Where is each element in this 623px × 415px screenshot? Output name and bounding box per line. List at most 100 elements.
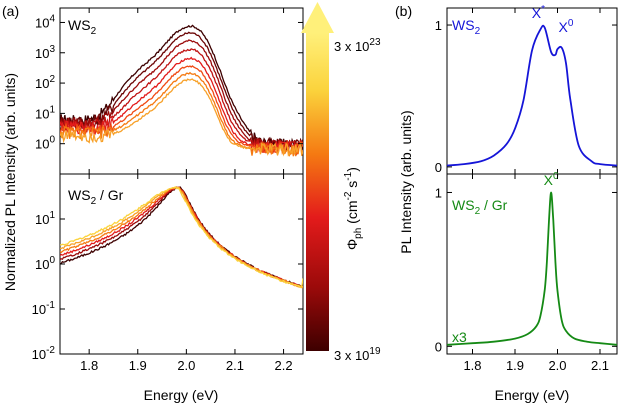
- colorbar-top-label: 3 x 1023: [334, 37, 381, 54]
- panel-a-label: (a): [2, 3, 19, 19]
- title-a-bottom-sub: 2: [91, 196, 97, 207]
- x-tick-label-b-bottom: 2.0: [548, 358, 566, 373]
- panel-b-label: (b): [395, 3, 412, 19]
- colorbar-unit-s: s: [344, 181, 360, 192]
- annotation-sup: *: [541, 4, 545, 15]
- y-tick-label-a-top-base: 10: [35, 137, 49, 152]
- series-line-b-bottom: [447, 191, 617, 346]
- frame-b-bottom: [446, 173, 618, 355]
- y-tick-label-a-top: 100: [35, 135, 55, 152]
- series-line-a-top-P8: [60, 78, 303, 157]
- x-tick-label-b-bottom: 1.8: [463, 358, 481, 373]
- plot-b-bottom: [447, 191, 617, 346]
- colorbar-top-exp: 23: [369, 37, 381, 48]
- title-a-top: WS2: [68, 17, 97, 37]
- x-tick-label-b-bottom: 1.9: [506, 358, 524, 373]
- y-tick-label-a-bottom: 100: [35, 255, 55, 272]
- x-tick-label-b-bottom: 2.1: [591, 358, 609, 373]
- annotation-b-top: X0: [559, 18, 574, 35]
- series-line-a-top-P2: [60, 31, 303, 151]
- y-tick-label-a-top-base: 10: [35, 106, 49, 121]
- y-tick-label-a-top-exp: 3: [49, 44, 55, 55]
- y-axis-label-b: PL Intensity (arb. units): [398, 110, 414, 253]
- y-tick-label-a-top-base: 10: [35, 15, 49, 30]
- title-b-bottom: WS2 / Gr: [452, 197, 508, 217]
- y-tick-label-a-top-exp: 0: [49, 135, 55, 146]
- plot-b-top: [447, 24, 617, 167]
- y-tick-label-a-top-base: 10: [35, 76, 49, 91]
- y-tick-label-b-top: 1: [435, 18, 442, 33]
- y-tick-label-b-bottom: 1: [435, 185, 442, 200]
- title-a-bottom: WS2 / Gr: [68, 187, 124, 207]
- y-tick-label-a-bottom-base: 10: [35, 257, 49, 272]
- series-line-b-top: [447, 24, 617, 167]
- annotation-base: X: [544, 172, 554, 188]
- colorbar: [306, 33, 329, 351]
- colorbar-unit-close: ): [344, 167, 360, 172]
- title-a-bottom-rest: / Gr: [96, 187, 124, 203]
- colorbar-arrow: [301, 2, 334, 33]
- y-tick-label-a-top: 102: [35, 74, 55, 91]
- y-tick-label-a-bottom-base: 10: [32, 347, 46, 362]
- title-a-bottom-main: WS: [68, 187, 91, 203]
- y-tick-label-a-bottom-exp: 0: [49, 255, 55, 266]
- x-tick-label-a-bottom: 2.1: [226, 358, 244, 373]
- x-tick-label-a-bottom: 1.8: [80, 358, 98, 373]
- y-tick-label-a-top-exp: 1: [49, 104, 55, 115]
- y-tick-label-a-bottom: 10-2: [32, 345, 56, 362]
- y-tick-label-b-top: 0: [435, 160, 442, 175]
- colorbar-unit-s-exp: -1: [343, 171, 354, 180]
- annotation-sup: 0: [553, 171, 559, 182]
- y-tick-label-a-top: 101: [35, 104, 55, 121]
- y-tick-label-a-bottom-exp: -1: [46, 300, 55, 311]
- plot-a-top: [60, 24, 303, 157]
- title-b-bottom-main: WS: [452, 197, 475, 213]
- title-b-bottom-rest: / Gr: [480, 197, 508, 213]
- x-axis-label-a: Energy (eV): [144, 387, 219, 403]
- y-tick-label-a-bottom-exp: 1: [49, 210, 55, 221]
- annotation-sup: 0: [568, 18, 574, 29]
- colorbar-unit-exp: -2: [343, 191, 354, 200]
- x-tick-label-a-bottom: 2.2: [275, 358, 293, 373]
- plot-a-bottom: [60, 186, 303, 289]
- y-tick-label-a-bottom-base: 10: [32, 302, 46, 317]
- colorbar-top-mant: 3 x 10: [334, 39, 369, 54]
- colorbar-phi-sub: ph: [353, 228, 364, 239]
- title-a-top-main: WS: [68, 17, 91, 33]
- y-tick-label-a-bottom-base: 10: [35, 212, 49, 227]
- y-tick-label-a-top-base: 10: [35, 46, 49, 61]
- series-line-a-top-P7: [60, 71, 303, 157]
- y-tick-label-a-bottom: 10-1: [32, 300, 56, 317]
- title-a-top-sub: 2: [91, 26, 97, 37]
- title-b-bottom-sub: 2: [475, 206, 481, 217]
- multiplier-label: x3: [452, 329, 467, 345]
- x-tick-label-a-bottom: 2.0: [177, 358, 195, 373]
- title-b-top-sub: 2: [475, 26, 481, 37]
- series-line-a-top-P4: [60, 48, 303, 154]
- colorbar-unit: (cm: [344, 200, 360, 227]
- colorbar-label: Φph (cm-2 s-1): [343, 167, 364, 250]
- y-tick-label-a-top: 103: [35, 44, 55, 61]
- annotation-base: X: [532, 5, 542, 21]
- y-tick-label-a-top: 104: [35, 13, 55, 30]
- colorbar-bottom-exp: 19: [369, 346, 381, 357]
- x-axis-label-b: Energy (eV): [495, 387, 570, 403]
- x-tick-label-a-bottom: 1.9: [129, 358, 147, 373]
- annotation-b-bottom: X0: [544, 171, 559, 188]
- series-line-a-top-P5: [60, 56, 303, 156]
- y-tick-label-a-top-exp: 4: [49, 13, 55, 24]
- y-tick-label-a-bottom: 101: [35, 210, 55, 227]
- colorbar-bottom-label: 3 x 1019: [334, 346, 381, 363]
- annotation-base: X: [559, 19, 569, 35]
- y-axis-label-a: Normalized PL Intensity (arb. units): [2, 73, 18, 291]
- series-line-a-bottom-P6: [60, 186, 303, 289]
- y-tick-label-b-bottom: 0: [435, 339, 442, 354]
- series-line-a-top-P3: [60, 39, 303, 153]
- colorbar-phi: Φ: [344, 239, 360, 250]
- y-tick-label-a-top-exp: 2: [49, 74, 55, 85]
- annotation-b-top: X*: [532, 4, 545, 21]
- y-tick-label-a-bottom-exp: -2: [46, 345, 55, 356]
- title-b-top: WS2: [452, 17, 481, 37]
